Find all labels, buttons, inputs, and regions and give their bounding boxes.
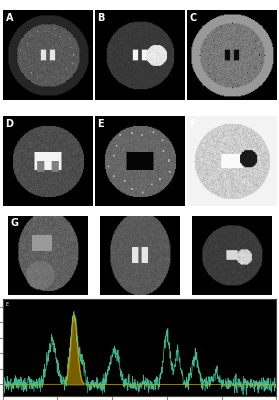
- Text: C: C: [189, 13, 197, 23]
- Text: F: F: [189, 119, 196, 129]
- Text: E: E: [97, 119, 104, 129]
- Text: E: E: [6, 302, 9, 307]
- Text: B: B: [97, 13, 105, 23]
- Text: A: A: [6, 13, 13, 23]
- Text: D: D: [6, 119, 13, 129]
- Text: G: G: [10, 218, 18, 228]
